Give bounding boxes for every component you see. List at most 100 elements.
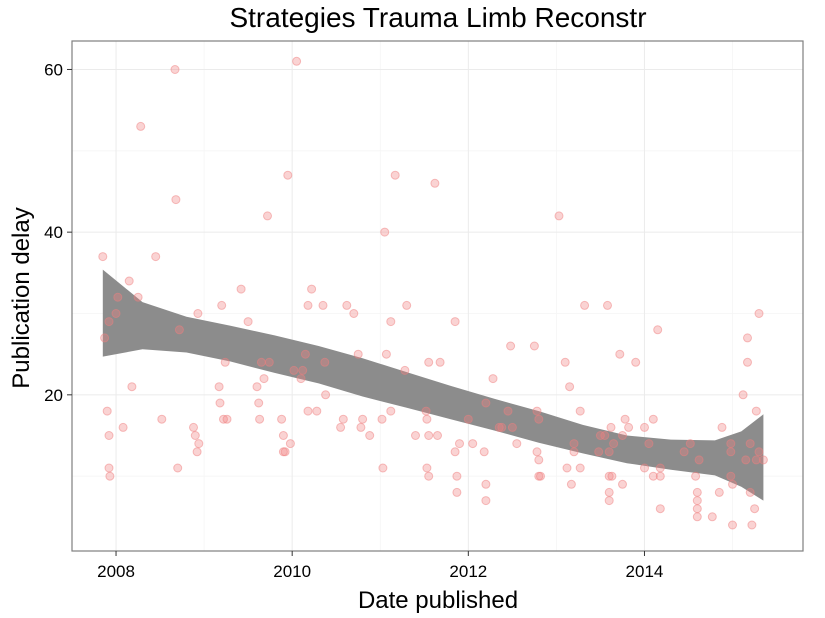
points-layer	[98, 56, 768, 530]
data-point	[303, 406, 313, 416]
data-point	[648, 414, 658, 424]
data-point	[353, 349, 363, 359]
data-point	[569, 447, 579, 457]
data-point	[365, 431, 375, 440]
data-point	[560, 357, 570, 367]
data-point	[506, 341, 516, 351]
data-point	[631, 357, 641, 367]
data-point	[173, 463, 183, 473]
data-point	[280, 447, 290, 457]
data-point	[254, 398, 264, 408]
data-point	[424, 431, 434, 440]
data-point	[386, 406, 396, 416]
data-point	[624, 422, 634, 432]
data-point	[255, 414, 265, 424]
data-point	[479, 447, 489, 457]
data-point	[655, 463, 665, 473]
data-point	[745, 487, 755, 497]
x-tick-label: 2012	[449, 562, 487, 581]
data-point	[358, 414, 368, 424]
data-point	[400, 365, 410, 375]
data-point	[113, 292, 123, 302]
data-point	[692, 496, 702, 506]
data-point	[604, 471, 614, 481]
y-tick-label: 20	[44, 386, 63, 405]
data-point	[430, 178, 440, 188]
data-point	[450, 317, 460, 327]
data-point	[609, 439, 619, 449]
data-point	[277, 414, 287, 424]
data-point	[104, 463, 114, 473]
data-point	[192, 447, 202, 457]
data-point	[745, 439, 755, 449]
data-point	[98, 252, 108, 262]
data-point	[738, 390, 748, 400]
data-point	[336, 422, 346, 432]
confidence-ribbon	[102, 269, 764, 501]
y-axis-title: Publication delay	[8, 207, 35, 388]
data-point	[100, 333, 110, 343]
data-point	[303, 300, 313, 310]
data-point	[127, 382, 137, 392]
data-point	[157, 414, 167, 424]
data-point	[758, 455, 768, 465]
data-point	[754, 447, 764, 457]
x-axis-title: Date published	[358, 587, 518, 614]
data-point	[751, 406, 761, 416]
data-point	[554, 211, 564, 221]
data-point	[318, 300, 328, 310]
data-point	[743, 357, 752, 367]
data-point	[190, 431, 200, 440]
data-point	[648, 471, 658, 481]
data-point	[243, 317, 253, 327]
data-point	[640, 463, 649, 473]
data-point	[424, 357, 434, 367]
data-point	[386, 317, 396, 327]
data-point	[532, 406, 542, 416]
data-point	[104, 431, 114, 440]
data-point	[463, 414, 473, 424]
data-point	[692, 504, 702, 514]
data-point	[743, 333, 752, 343]
y-tick-label: 40	[44, 223, 63, 242]
data-point	[259, 374, 269, 384]
data-point	[283, 170, 293, 180]
data-point	[378, 463, 388, 473]
data-point	[285, 439, 295, 449]
data-point	[507, 422, 517, 432]
data-point	[618, 479, 627, 489]
data-point	[189, 422, 198, 432]
data-point	[481, 479, 491, 489]
data-point	[594, 447, 604, 457]
data-point	[750, 504, 760, 514]
data-point	[497, 422, 507, 432]
data-point	[381, 349, 391, 359]
data-point	[488, 374, 498, 384]
data-point	[422, 414, 432, 424]
data-point	[655, 504, 665, 514]
data-point	[691, 471, 701, 481]
data-point	[222, 414, 232, 424]
data-point	[320, 357, 330, 367]
data-point	[644, 439, 654, 449]
data-point	[452, 487, 462, 497]
x-tick-label: 2010	[273, 562, 311, 581]
data-point	[342, 300, 352, 310]
data-point	[263, 211, 272, 221]
data-point	[289, 365, 299, 375]
data-point	[118, 422, 128, 432]
data-point	[411, 431, 420, 440]
data-point	[220, 357, 230, 367]
data-point	[728, 479, 737, 489]
data-point	[300, 349, 310, 359]
data-point	[741, 455, 751, 465]
y-tick-label: 60	[44, 60, 63, 79]
data-point	[296, 374, 306, 384]
data-point	[534, 455, 544, 465]
data-point	[562, 463, 572, 473]
data-point	[321, 390, 331, 400]
data-point	[580, 300, 590, 310]
data-point	[215, 398, 225, 408]
data-point	[433, 431, 442, 440]
data-point	[111, 309, 121, 318]
